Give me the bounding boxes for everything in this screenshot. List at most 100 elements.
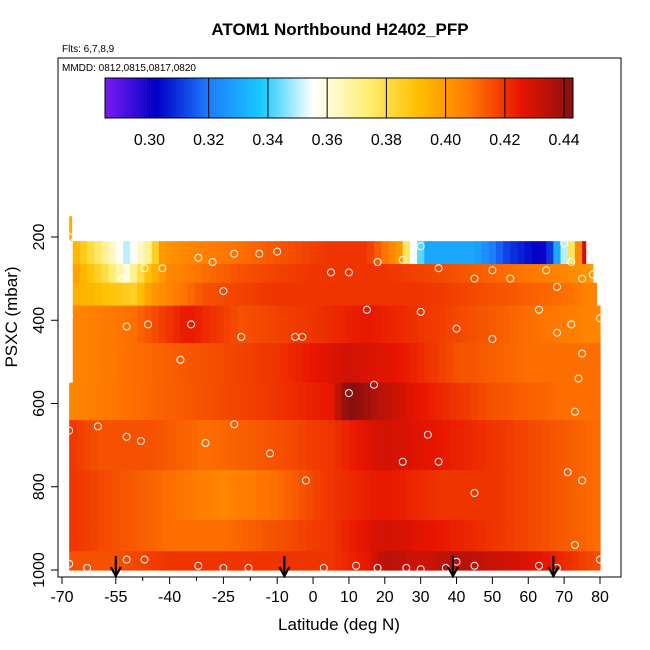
heatmap-cell — [266, 343, 275, 384]
heatmap-cell — [83, 470, 92, 521]
heatmap-cell — [366, 282, 375, 307]
heatmap-cell — [112, 382, 120, 421]
heatmap-cell — [280, 241, 289, 265]
arrow-marker — [547, 556, 560, 579]
heatmap-cell — [431, 282, 440, 307]
heatmap-cell — [452, 343, 461, 384]
heatmap-cell — [513, 551, 522, 571]
heatmap-cell — [212, 420, 221, 471]
heatmap-cell — [452, 264, 461, 284]
heatmap-cell — [495, 343, 504, 384]
heatmap-cell — [363, 551, 372, 571]
heatmap-cell — [492, 551, 501, 571]
heatmap-cell — [592, 520, 601, 552]
heatmap-cell — [90, 382, 99, 421]
heatmap-cell — [345, 343, 354, 384]
heatmap-cell — [571, 520, 580, 552]
y-axis: 200 400 600 800 1000 — [31, 224, 58, 588]
heatmap-cell — [162, 520, 171, 552]
heatmap-cell — [388, 264, 397, 284]
sample-point — [560, 239, 569, 248]
heatmap-cell — [338, 264, 346, 284]
heatmap-cell — [467, 343, 476, 384]
heatmap-cell — [323, 305, 332, 344]
sample-point — [255, 249, 264, 258]
heatmap-cell — [194, 343, 203, 384]
heatmap-cell — [338, 305, 346, 344]
heatmap-cell — [302, 241, 311, 265]
heatmap-cell — [528, 470, 537, 521]
heatmap-cell — [413, 551, 422, 571]
heatmap-cell — [424, 343, 433, 384]
heatmap-cell — [452, 241, 461, 265]
heatmap-cell — [452, 282, 461, 307]
heatmap-cell — [137, 264, 146, 284]
sample-point — [140, 555, 149, 564]
heatmap-cell — [381, 305, 389, 344]
heatmap-cell — [205, 382, 214, 421]
heatmap-cell — [567, 305, 576, 344]
heatmap-cell — [467, 241, 476, 265]
sample-point — [362, 305, 371, 314]
heatmap-cell — [531, 305, 540, 344]
heatmap-cell — [352, 343, 361, 384]
heatmap-cell — [94, 264, 103, 284]
x-axis-label: Latitude (deg N) — [278, 615, 400, 634]
sample-point — [434, 264, 443, 273]
heatmap-band — [72, 241, 587, 265]
x-tick-label: -40 — [158, 589, 181, 606]
heatmap-cell — [374, 305, 382, 344]
heatmap-cell — [406, 551, 415, 571]
sample-point — [452, 324, 461, 333]
heatmap-cell — [359, 282, 368, 307]
heatmap-cell — [345, 264, 354, 284]
heatmap-cell — [381, 264, 389, 284]
heatmap-cell — [374, 264, 382, 284]
heatmap-cell — [223, 282, 232, 307]
sample-point — [219, 563, 228, 572]
sample-point — [344, 268, 353, 277]
heatmap-cell — [216, 241, 224, 265]
heatmap-cell — [409, 305, 418, 344]
heatmap-cell — [531, 282, 540, 307]
heatmap-cell — [302, 343, 311, 384]
heatmap-cell — [284, 382, 293, 421]
heatmap-cell — [76, 470, 85, 521]
heatmap-cell — [158, 282, 167, 307]
heatmap-cell — [474, 343, 483, 384]
heatmap-cell — [370, 520, 379, 552]
heatmap-cell — [556, 551, 565, 571]
sample-point — [434, 457, 443, 466]
heatmap-cell — [485, 551, 493, 571]
heatmap-cell — [388, 305, 397, 344]
sample-point — [567, 258, 576, 266]
y-tick-label: 200 — [31, 224, 48, 251]
heatmap-cell — [162, 470, 171, 521]
heatmap-cell — [72, 264, 81, 284]
heatmap-cell — [183, 382, 192, 421]
heatmap-cell — [531, 264, 540, 284]
heatmap-cell — [166, 305, 174, 344]
heatmap-cell — [574, 343, 583, 384]
x-tick-label: 30 — [412, 589, 430, 606]
heatmap-cell — [391, 470, 400, 521]
heatmap-cell — [445, 264, 454, 284]
heatmap-cell — [226, 520, 235, 552]
sample-point — [506, 274, 515, 283]
heatmap-cell — [510, 343, 519, 384]
heatmap-cell — [277, 520, 285, 552]
sample-point — [578, 349, 587, 358]
heatmap-cell — [191, 420, 199, 471]
heatmap-cell — [280, 282, 289, 307]
heatmap-cell — [284, 520, 293, 552]
heatmap-cell — [427, 382, 436, 421]
heatmap-cell — [495, 282, 504, 307]
heatmap-cell — [241, 420, 250, 471]
heatmap-cell — [158, 305, 167, 344]
heatmap-cell — [313, 382, 321, 421]
heatmap-cell — [370, 470, 379, 521]
heatmap-cell — [237, 264, 246, 284]
heatmap-cell — [495, 305, 504, 344]
heatmap-cell — [567, 282, 576, 307]
heatmap-cell — [287, 241, 296, 265]
